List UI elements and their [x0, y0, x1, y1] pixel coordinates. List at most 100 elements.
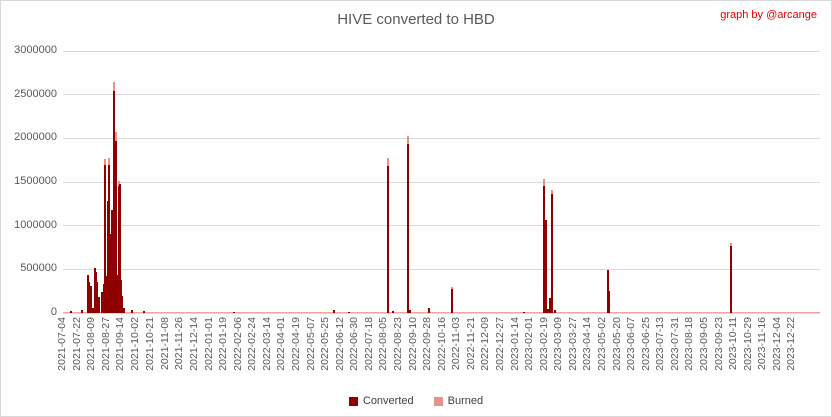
x-tick-label: 2021-07-22 — [70, 317, 83, 371]
legend-item-burned: Burned — [433, 395, 483, 407]
x-tick-label: 2023-08-18 — [683, 317, 696, 371]
bar-converted — [100, 292, 103, 313]
x-tick-label: 2021-08-27 — [99, 317, 112, 371]
bar-converted — [544, 219, 547, 313]
legend-item-converted: Converted — [348, 395, 414, 407]
bar-burned — [108, 158, 111, 165]
bar-converted — [81, 310, 84, 313]
bar-converted — [606, 270, 609, 313]
x-tick-label: 2022-07-18 — [362, 317, 375, 371]
y-tick-label: 2500000 — [14, 87, 57, 100]
x-tick-label: 2023-03-09 — [552, 317, 565, 371]
legend-label-converted: Converted — [362, 395, 414, 407]
legend: Converted Burned — [1, 395, 831, 407]
bar-converted — [333, 309, 336, 313]
x-tick-label: 2023-01-14 — [508, 317, 521, 371]
x-tick-label: 2023-11-16 — [756, 317, 769, 370]
x-tick-label: 2023-04-14 — [581, 317, 594, 371]
credit-text: graph by @arcange — [720, 9, 817, 21]
y-tick-label: 2000000 — [14, 131, 57, 144]
gridline — [63, 50, 820, 52]
x-tick-label: 2023-12-22 — [785, 317, 798, 371]
x-tick-label: 2022-08-23 — [391, 317, 404, 371]
y-axis-labels: 3000000 2500000 2000000 1500000 1000000 50000… — [1, 1, 57, 416]
burned-swatch-icon — [433, 396, 443, 406]
x-tick-label: 2022-06-12 — [333, 317, 346, 371]
x-tick-label: 2022-01-19 — [217, 317, 230, 371]
x-tick-label: 2023-09-23 — [712, 317, 725, 371]
x-tick-label: 2022-08-05 — [377, 317, 390, 371]
x-tick-label: 2023-05-20 — [610, 317, 623, 371]
bar-converted — [89, 285, 92, 313]
x-tick-label: 2021-10-21 — [144, 317, 157, 371]
bar-burned — [104, 159, 107, 165]
bar-converted — [548, 298, 551, 313]
x-tick-label: 2023-02-19 — [537, 317, 550, 371]
bar-converted — [91, 307, 94, 313]
x-tick-label: 2023-07-31 — [668, 317, 681, 371]
x-tick-label: 2021-07-04 — [56, 317, 68, 371]
bar-converted — [121, 295, 124, 313]
chart-title: HIVE converted to HBD — [337, 11, 495, 28]
bar-converted — [406, 144, 409, 313]
x-tick-label: 2022-02-06 — [231, 317, 244, 371]
bar-converted — [108, 234, 111, 313]
y-tick-label: 0 — [50, 306, 57, 318]
bar-converted — [110, 209, 113, 313]
bar-converted — [106, 201, 109, 313]
gridline — [63, 268, 820, 270]
bar-converted — [542, 186, 545, 313]
x-tick-label: 2023-09-05 — [698, 317, 711, 371]
x-tick-label: 2022-03-14 — [260, 317, 273, 371]
bar-converted — [115, 140, 118, 313]
bar-converted — [729, 245, 732, 313]
x-tick-label: 2022-05-07 — [304, 317, 317, 371]
bar-burned — [115, 132, 118, 141]
x-tick-label: 2022-04-19 — [289, 317, 302, 371]
x-tick-label: 2023-10-29 — [741, 317, 754, 371]
y-tick-label: 1000000 — [14, 218, 57, 231]
bar-converted — [450, 288, 453, 313]
bar-burned — [386, 158, 389, 167]
gridline — [63, 181, 820, 183]
bar-burned — [551, 190, 553, 195]
bar-converted — [142, 311, 145, 313]
x-tick-label: 2022-09-28 — [421, 317, 434, 371]
bar-converted — [546, 309, 549, 313]
gridline — [63, 94, 820, 96]
bar-converted — [409, 310, 412, 313]
bar-converted — [347, 311, 350, 313]
x-tick-label: 2022-02-24 — [246, 317, 259, 371]
plot-area — [63, 50, 820, 314]
bar-burned — [113, 81, 115, 92]
gridline — [63, 225, 820, 227]
y-tick-label: 1500000 — [14, 175, 57, 187]
x-tick-label: 2022-12-27 — [494, 317, 506, 371]
x-tick-label: 2021-11-08 — [158, 317, 171, 370]
y-tick-label: 500000 — [20, 262, 57, 275]
x-tick-label: 2023-07-13 — [654, 317, 667, 371]
bar-burned — [450, 287, 453, 289]
bar-converted — [104, 164, 107, 313]
bar-converted — [70, 311, 73, 313]
bar-converted — [551, 194, 553, 313]
bar-converted — [122, 307, 125, 313]
x-tick-label: 2022-05-25 — [319, 317, 332, 371]
bar-burned — [542, 179, 545, 187]
x-tick-label: 2023-06-07 — [625, 317, 638, 371]
x-tick-label: 2021-10-02 — [128, 317, 141, 371]
x-tick-label: 2022-10-16 — [435, 317, 448, 371]
bar-burned — [729, 243, 732, 246]
bar-converted — [232, 311, 235, 313]
x-tick-label: 2022-12-09 — [479, 317, 492, 371]
gridline — [63, 312, 820, 314]
x-tick-label: 2023-05-02 — [596, 317, 609, 371]
bar-converted — [130, 310, 133, 313]
bar-burned — [406, 135, 409, 145]
x-tick-label: 2023-06-25 — [639, 317, 652, 371]
x-tick-label: 2022-11-03 — [450, 317, 463, 370]
x-tick-label: 2022-11-21 — [464, 317, 477, 370]
x-tick-label: 2022-01-01 — [202, 317, 215, 371]
gridline — [63, 137, 820, 139]
